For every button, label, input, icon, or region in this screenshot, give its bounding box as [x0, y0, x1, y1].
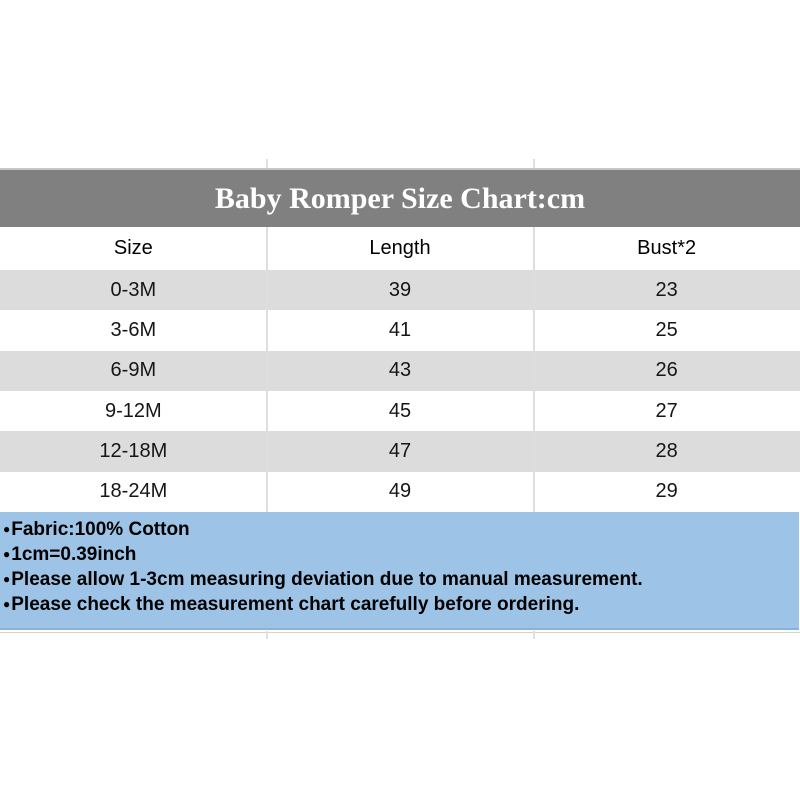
note-text: Please allow 1-3cm measuring deviation d… — [11, 569, 643, 590]
bust-cell: 28 — [655, 439, 678, 462]
note-fabric: ●Fabric:100% Cotton — [3, 517, 795, 542]
table-row: 18-24M 49 29 — [0, 471, 800, 512]
column-header-length: Length — [369, 237, 431, 259]
bullet-icon: ● — [3, 597, 11, 611]
bullet-icon: ● — [3, 572, 11, 586]
bullet-icon: ● — [3, 547, 11, 561]
table-row: 0-3M 39 23 — [0, 270, 800, 311]
table-row: 6-9M 43 26 — [0, 350, 800, 391]
band-top-divider — [0, 168, 800, 170]
table-row: 9-12M 45 27 — [0, 390, 800, 432]
column-header-size: Size — [113, 237, 153, 259]
size-table: Size Length Bust*2 0-3M 39 23 3-6M 41 25… — [0, 227, 800, 512]
column-divider — [533, 227, 535, 512]
bust-cell: 23 — [655, 278, 678, 301]
title-band: Baby Romper Size Chart:cm — [0, 170, 800, 227]
note-text: Fabric:100% Cotton — [11, 519, 190, 540]
table-body: 0-3M 39 23 3-6M 41 25 6-9M 43 26 9-12M 4… — [0, 270, 800, 512]
grid-tick — [533, 631, 535, 639]
length-cell: 39 — [388, 278, 412, 301]
grid-tick — [266, 631, 268, 639]
size-cell: 3-6M — [110, 318, 157, 341]
bust-cell: 27 — [655, 399, 678, 422]
size-cell: 0-3M — [110, 278, 157, 301]
length-cell: 45 — [388, 399, 412, 422]
grid-tick — [533, 159, 535, 168]
table-row: 12-18M 47 28 — [0, 431, 800, 472]
note-conversion: ●1cm=0.39inch — [3, 542, 795, 567]
size-cell: 18-24M — [99, 480, 168, 503]
column-header-bust: Bust*2 — [637, 237, 697, 259]
column-divider — [266, 227, 268, 512]
size-cell: 12-18M — [99, 439, 168, 462]
length-cell: 47 — [388, 439, 412, 462]
bust-cell: 26 — [655, 359, 678, 382]
note-deviation: ●Please allow 1-3cm measuring deviation … — [3, 567, 795, 592]
size-cell: 9-12M — [104, 399, 162, 422]
bullet-icon: ● — [3, 522, 11, 536]
bust-cell: 25 — [655, 318, 678, 341]
page-title: Baby Romper Size Chart:cm — [214, 181, 586, 215]
bust-cell: 29 — [655, 480, 678, 503]
notes-box: ●Fabric:100% Cotton ●1cm=0.39inch ●Pleas… — [0, 512, 799, 630]
table-header-row: Size Length Bust*2 — [0, 227, 800, 270]
grid-tick — [266, 159, 268, 168]
length-cell: 41 — [388, 318, 412, 341]
size-cell: 6-9M — [110, 359, 157, 382]
length-cell: 49 — [388, 480, 412, 503]
note-text: Please check the measurement chart caref… — [11, 594, 580, 615]
length-cell: 43 — [388, 359, 412, 382]
table-row: 3-6M 41 25 — [0, 310, 800, 351]
note-check-chart: ●Please check the measurement chart care… — [3, 592, 795, 617]
notes-bottom-divider — [0, 632, 800, 633]
note-text: 1cm=0.39inch — [11, 544, 137, 565]
